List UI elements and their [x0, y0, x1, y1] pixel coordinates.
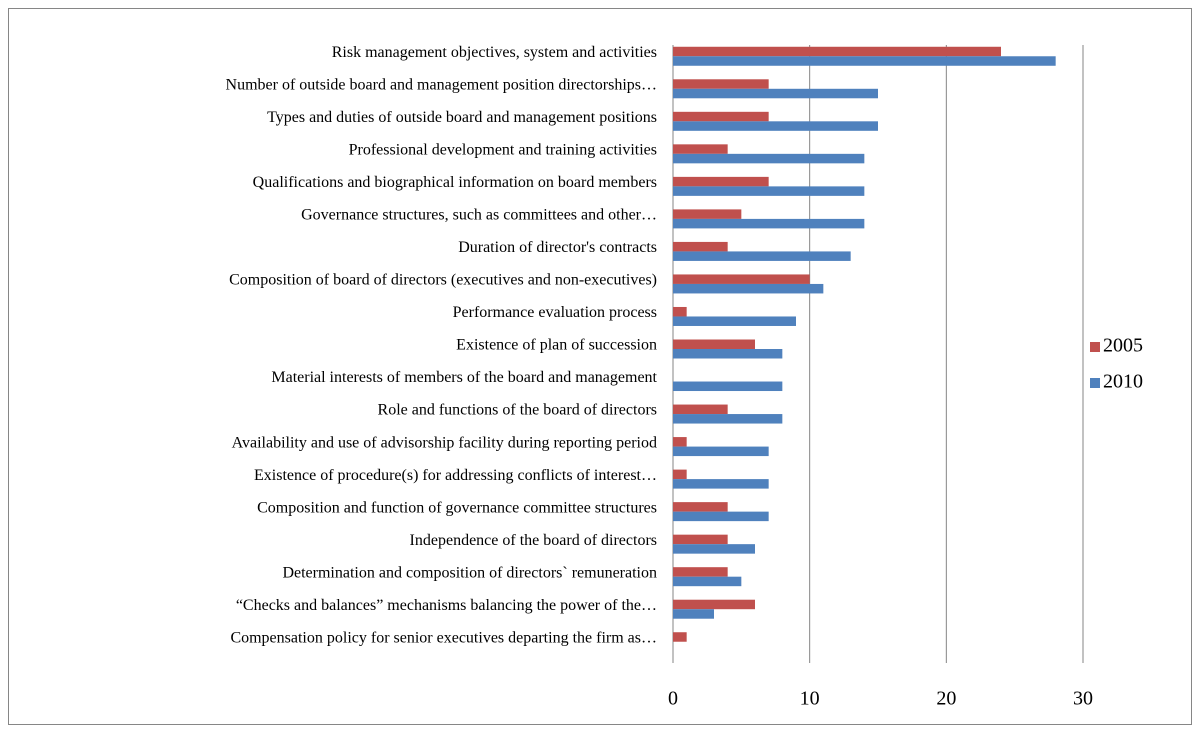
bar [673, 414, 783, 424]
bar [673, 437, 687, 447]
y-tick-label: Types and duties of outside board and ma… [267, 109, 657, 126]
y-tick-label: Number of outside board and management p… [226, 76, 657, 93]
bar [673, 502, 728, 512]
x-tick-label: 30 [1073, 688, 1093, 710]
y-tick-label: Composition and function of governance c… [257, 499, 657, 516]
legend-swatch [1090, 378, 1100, 388]
bar [673, 111, 769, 122]
bar [673, 544, 755, 554]
legend-swatch [1090, 342, 1100, 352]
bar [673, 576, 742, 587]
y-tick-label: Professional development and training ac… [349, 142, 657, 159]
bar [673, 79, 769, 89]
y-tick-label: Risk management objectives, system and a… [332, 44, 657, 61]
y-tick-label: Existence of plan of succession [456, 337, 657, 354]
bar [673, 446, 769, 457]
bar [673, 144, 728, 154]
bar [673, 176, 769, 187]
bar [673, 186, 865, 196]
bar [673, 534, 728, 545]
bar [673, 632, 687, 642]
bar [673, 469, 687, 480]
bar [673, 404, 728, 415]
x-tick-label: 0 [668, 688, 678, 710]
bar [673, 511, 769, 522]
bar [673, 599, 755, 610]
bar [673, 349, 783, 359]
bar [673, 316, 796, 326]
bar [673, 283, 824, 294]
bar [673, 88, 878, 99]
y-tick-label: Qualifications and biographical informat… [253, 174, 657, 191]
bar [673, 567, 728, 577]
y-tick-label: Role and functions of the board of direc… [378, 402, 657, 419]
bar [673, 609, 714, 619]
bar [673, 306, 687, 317]
bar [673, 274, 810, 284]
y-tick-label: Performance evaluation process [453, 304, 657, 321]
bar [673, 241, 728, 252]
chart-border [8, 8, 1192, 725]
legend-label: 2005 [1103, 335, 1143, 357]
legend-label: 2010 [1103, 371, 1143, 393]
y-tick-label: Composition of board of directors (execu… [229, 272, 657, 289]
bar [673, 209, 742, 219]
bar [673, 381, 783, 392]
y-tick-label: “Checks and balances” mechanisms balanci… [236, 597, 657, 614]
bar [673, 46, 1001, 57]
y-tick-label: Existence of procedure(s) for addressing… [254, 467, 657, 484]
y-tick-label: Duration of director's contracts [458, 239, 657, 256]
y-tick-label: Determination and composition of directo… [282, 564, 657, 581]
bar [673, 153, 865, 164]
y-tick-label: Compensation policy for senior executive… [230, 629, 657, 646]
bar [673, 218, 865, 229]
bar [673, 479, 769, 489]
y-tick-label: Governance structures, such as committee… [301, 207, 657, 224]
y-tick-label: Availability and use of advisorship faci… [232, 434, 657, 451]
bar [673, 56, 1056, 66]
bar [673, 251, 851, 261]
y-tick-label: Independence of the board of directors [410, 532, 657, 549]
x-tick-label: 10 [800, 688, 820, 710]
bar [673, 339, 755, 349]
x-tick-label: 20 [936, 688, 956, 710]
y-tick-label: Material interests of members of the boa… [271, 369, 657, 386]
bar [673, 121, 878, 131]
